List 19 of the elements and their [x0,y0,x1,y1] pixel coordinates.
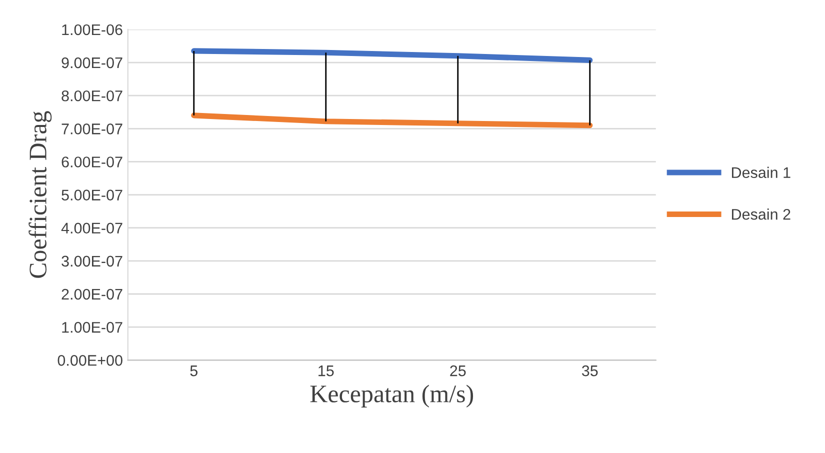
legend-label: Desain 1 [732,166,790,178]
y-tick-label: 3.00E-07 [62,256,122,267]
y-tick-label: 2.00E-07 [62,288,122,300]
x-tick-label: 5 [190,366,198,376]
y-axis-title: Coefficient Drag [28,111,52,278]
y-tick-label: 7.00E-07 [62,124,122,134]
x-tick-label: 35 [582,365,598,376]
y-tick-label: 6.00E-07 [62,156,122,168]
y-tick-label: 1.00E-07 [62,322,122,333]
legend-label: Desain 2 [732,208,790,220]
x-tick-label: 25 [450,365,466,376]
x-tick-label: 15 [318,366,334,376]
y-tick-label: 5.00E-07 [62,190,122,200]
y-tick-label: 8.00E-07 [62,90,122,102]
y-tick-label: 0.00E+00 [58,355,122,366]
y-tick-label: 1.00E-06 [62,24,122,36]
x-axis-title: Kecepatan (m/s) [310,384,474,408]
y-tick-label: 9.00E-07 [62,57,122,68]
y-tick-label: 4.00E-07 [61,222,122,234]
